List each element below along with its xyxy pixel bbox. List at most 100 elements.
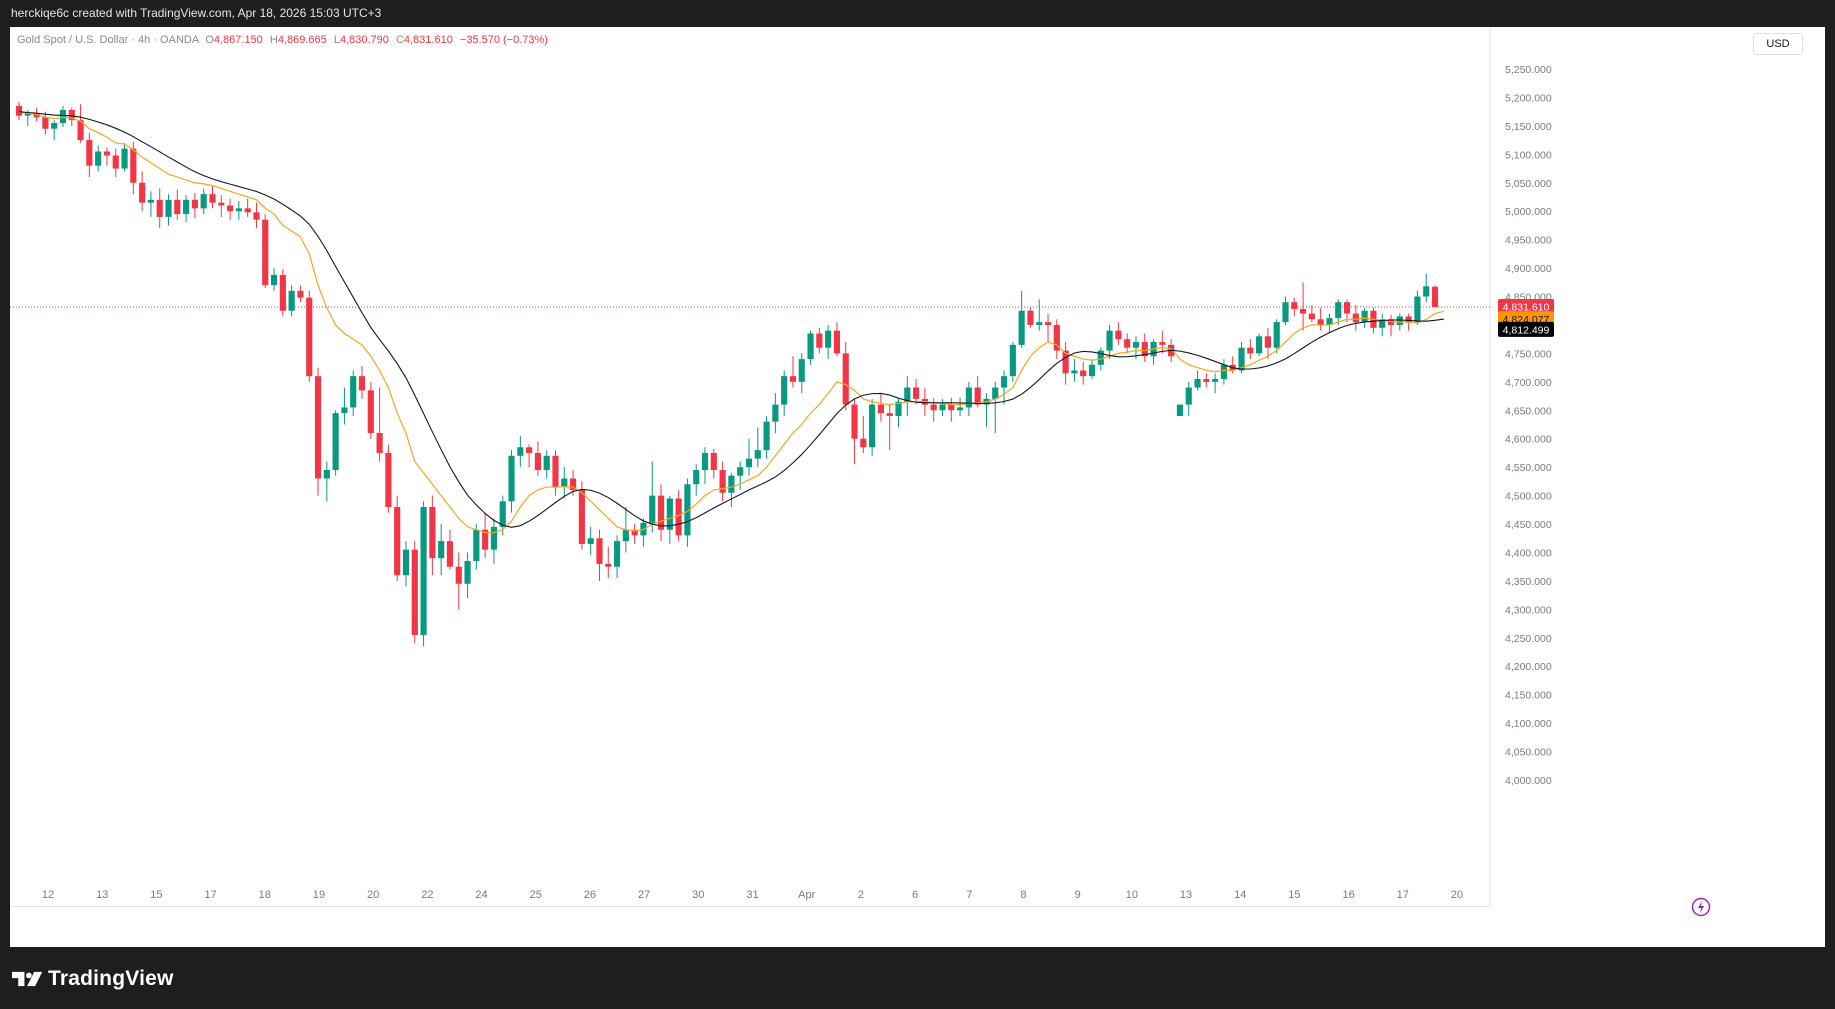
- candle-body: [1194, 378, 1201, 388]
- candle-body: [886, 413, 893, 416]
- candle-body: [543, 455, 550, 471]
- candle-body: [1044, 322, 1052, 325]
- candle-body: [570, 478, 577, 490]
- candle-body: [1159, 342, 1166, 345]
- change-value: −35.570 (−0.73%): [459, 34, 548, 46]
- candle-body: [112, 155, 119, 169]
- candle-body: [358, 376, 366, 391]
- x-tick-label: 9: [1075, 889, 1081, 901]
- candle-body: [42, 117, 49, 129]
- candle-body: [95, 151, 102, 166]
- x-tick-label: 15: [1288, 889, 1300, 901]
- candle-body: [904, 387, 911, 402]
- x-tick-label: 17: [1397, 889, 1409, 901]
- candle-body: [1097, 350, 1104, 365]
- candle-body: [438, 541, 445, 559]
- candle-body: [675, 498, 682, 536]
- x-tick-label: Apr: [798, 889, 815, 901]
- candle-body: [33, 113, 40, 118]
- candle-body: [693, 470, 700, 485]
- candle-body: [930, 404, 937, 411]
- candle-body: [1027, 310, 1034, 325]
- candle-body: [948, 404, 955, 411]
- candle-body: [1431, 286, 1439, 307]
- candle-body: [737, 467, 744, 476]
- candle-body: [895, 401, 902, 416]
- y-tick-label: 4,000.000: [1505, 775, 1552, 787]
- candle-body: [1396, 316, 1403, 325]
- x-tick-label: 15: [150, 889, 162, 901]
- x-tick-label: 24: [475, 889, 487, 901]
- high-label: H: [269, 34, 278, 46]
- x-tick-label: 10: [1126, 889, 1138, 901]
- candle-body: [15, 105, 23, 116]
- y-tick-label: 4,550.000: [1505, 462, 1552, 474]
- candle-body: [51, 123, 58, 129]
- x-tick-label: 18: [259, 889, 271, 901]
- y-tick-label: 5,000.000: [1505, 206, 1552, 218]
- candle-body: [1009, 344, 1016, 377]
- candle-body: [402, 549, 410, 576]
- candle-body: [816, 333, 823, 348]
- y-tick-label: 4,500.000: [1505, 491, 1552, 503]
- candle-body: [288, 290, 295, 311]
- candle-body: [649, 495, 656, 523]
- candle-body: [446, 541, 454, 567]
- candle-body: [710, 452, 717, 471]
- candle-body: [1335, 302, 1342, 319]
- candle-body: [499, 501, 506, 527]
- x-tick-label: 2: [858, 889, 864, 901]
- candle-body: [684, 484, 691, 536]
- candle-body: [1080, 370, 1087, 377]
- candle-body: [209, 194, 216, 203]
- x-tick-label: 25: [530, 889, 542, 901]
- x-tick-label: 17: [204, 889, 216, 901]
- candle-body: [332, 413, 339, 471]
- x-tick-label: 6: [912, 889, 918, 901]
- candle-body: [1352, 313, 1359, 323]
- candle-body: [869, 404, 876, 448]
- candle-body: [1062, 350, 1069, 374]
- y-tick-label: 4,200.000: [1505, 661, 1552, 673]
- open-label: O: [205, 34, 214, 46]
- candle-body: [939, 404, 946, 411]
- price-chart[interactable]: 5,250.000 5,200.000 5,150.000 5,100.000 5,05…: [10, 27, 1825, 947]
- x-tick-label: 16: [1342, 889, 1354, 901]
- lightning-icon[interactable]: [1691, 897, 1711, 917]
- candle-body: [1308, 313, 1315, 320]
- price-badge: [1498, 298, 1554, 314]
- tradingview-brand[interactable]: TradingView: [12, 964, 174, 994]
- candle-body: [781, 376, 788, 405]
- candle-body: [1124, 339, 1131, 348]
- close-value: 4,831.610: [403, 34, 453, 46]
- x-tick-label: 30: [692, 889, 704, 901]
- y-tick-label: 4,400.000: [1505, 547, 1552, 559]
- currency-selector[interactable]: USD: [1753, 33, 1803, 55]
- x-tick-label: 22: [421, 889, 433, 901]
- candle-body: [77, 120, 84, 141]
- candle-body: [464, 561, 471, 584]
- x-tick-label: 13: [96, 889, 108, 901]
- x-tick-label: 20: [1451, 889, 1463, 901]
- candle-body: [103, 151, 111, 156]
- close-label: C: [395, 34, 404, 46]
- candle-body: [596, 538, 603, 564]
- candle-body: [59, 109, 67, 124]
- y-tick-label: 4,050.000: [1505, 747, 1552, 759]
- chart-pane[interactable]: 5,250.000 5,200.000 5,150.000 5,100.000 5,05…: [10, 27, 1825, 947]
- candle-body: [622, 529, 629, 542]
- candle-body: [763, 421, 770, 451]
- candle-body: [913, 387, 920, 399]
- y-tick-label: 5,150.000: [1505, 121, 1552, 133]
- candle-body: [482, 529, 489, 550]
- low-value: 4,830.790: [339, 34, 389, 46]
- x-tick-label: 12: [42, 889, 54, 901]
- y-tick-label: 4,950.000: [1505, 235, 1552, 247]
- candle-body: [473, 529, 480, 562]
- candle-body: [376, 433, 383, 453]
- y-tick-label: 4,300.000: [1505, 604, 1552, 616]
- candle-body: [1088, 364, 1096, 377]
- candle-body: [1317, 319, 1324, 325]
- candle-body: [1247, 347, 1254, 354]
- candle-body: [842, 353, 849, 405]
